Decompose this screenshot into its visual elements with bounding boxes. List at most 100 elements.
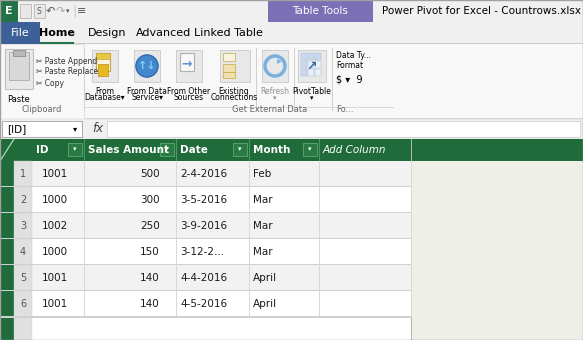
Bar: [176, 161, 177, 187]
Text: File: File: [10, 28, 29, 38]
Text: 2: 2: [20, 195, 26, 205]
Text: Mar: Mar: [253, 247, 273, 257]
Text: Home: Home: [39, 28, 75, 38]
Bar: [68, 143, 82, 156]
Text: 1001: 1001: [42, 273, 68, 283]
Bar: [14, 213, 32, 239]
Text: 3-12-2...: 3-12-2...: [180, 247, 224, 257]
Bar: [319, 213, 320, 239]
Text: 6: 6: [20, 299, 26, 309]
Bar: [176, 213, 177, 239]
Bar: [13, 50, 25, 56]
Bar: [249, 187, 250, 213]
Bar: [84, 213, 85, 239]
Text: Power Pivot for Excel - Countrows.xlsx: Power Pivot for Excel - Countrows.xlsx: [382, 6, 581, 16]
Bar: [176, 50, 202, 82]
Text: Mar: Mar: [253, 221, 273, 231]
Text: April: April: [253, 299, 277, 309]
Bar: [0, 22, 40, 44]
Text: ▾: ▾: [238, 146, 242, 152]
Text: 5: 5: [20, 273, 26, 283]
Bar: [411, 265, 412, 291]
Text: Fo...: Fo...: [336, 105, 353, 115]
Bar: [308, 53, 314, 60]
Text: ▾: ▾: [165, 146, 168, 152]
Bar: [0, 139, 14, 161]
Text: 150: 150: [141, 247, 160, 257]
Bar: [411, 139, 412, 340]
Bar: [0, 238, 411, 239]
Text: 2-4-2016: 2-4-2016: [180, 169, 227, 179]
Text: Get External Data: Get External Data: [233, 105, 308, 115]
Text: Feb: Feb: [253, 169, 271, 179]
Text: From: From: [96, 86, 114, 96]
Bar: [0, 186, 411, 187]
Text: Add Column: Add Column: [323, 145, 387, 155]
Text: Existing: Existing: [219, 86, 250, 96]
Text: 4-5-2016: 4-5-2016: [180, 299, 227, 309]
Bar: [223, 53, 235, 61]
Bar: [303, 143, 317, 156]
Bar: [0, 213, 14, 239]
Bar: [294, 48, 295, 111]
Text: Sources: Sources: [174, 94, 204, 102]
Text: ✂ Paste Append: ✂ Paste Append: [36, 56, 97, 66]
Bar: [301, 69, 307, 76]
Text: 1000: 1000: [42, 247, 68, 257]
Text: 300: 300: [141, 195, 160, 205]
Bar: [319, 161, 320, 187]
Bar: [84, 265, 85, 291]
Bar: [0, 264, 411, 265]
Bar: [134, 50, 160, 82]
Bar: [9, 52, 29, 80]
Bar: [0, 317, 411, 340]
Bar: [32, 265, 411, 291]
Text: 4-4-2016: 4-4-2016: [180, 273, 227, 283]
Bar: [34, 4, 45, 18]
Bar: [0, 22, 583, 44]
Bar: [0, 118, 583, 119]
Bar: [107, 121, 580, 137]
Bar: [0, 44, 84, 119]
Bar: [308, 69, 314, 76]
Bar: [84, 48, 85, 111]
Text: ↑↓: ↑↓: [138, 61, 156, 71]
Bar: [315, 53, 321, 60]
Bar: [256, 48, 257, 111]
Bar: [32, 239, 411, 265]
Text: 1001: 1001: [42, 169, 68, 179]
Bar: [84, 161, 85, 187]
Text: 500: 500: [141, 169, 160, 179]
Text: ✂ Copy: ✂ Copy: [36, 79, 64, 87]
Bar: [249, 213, 250, 239]
Bar: [319, 187, 320, 213]
Bar: [84, 239, 85, 265]
Text: Data Ty...: Data Ty...: [336, 51, 371, 61]
Bar: [14, 239, 32, 265]
Bar: [176, 265, 177, 291]
Bar: [249, 161, 250, 187]
Text: ✂ Paste Replace: ✂ Paste Replace: [36, 68, 98, 76]
Bar: [84, 291, 85, 317]
Text: ID: ID: [36, 145, 48, 155]
Text: S: S: [37, 6, 41, 16]
Bar: [96, 53, 110, 59]
Text: Clipboard: Clipboard: [22, 105, 62, 115]
Text: Advanced: Advanced: [136, 28, 192, 38]
Text: Linked Table: Linked Table: [194, 28, 262, 38]
Bar: [14, 187, 32, 213]
Text: Format: Format: [336, 62, 363, 70]
Text: ▸: ▸: [276, 55, 282, 65]
Bar: [32, 213, 411, 239]
Bar: [411, 213, 412, 239]
Text: Refresh: Refresh: [261, 86, 290, 96]
Bar: [411, 139, 583, 161]
Text: 1002: 1002: [42, 221, 68, 231]
Text: Sales Amount: Sales Amount: [88, 145, 169, 155]
Bar: [32, 161, 411, 187]
Bar: [0, 239, 14, 265]
Text: fx: fx: [92, 122, 103, 136]
Text: Connections: Connections: [210, 94, 258, 102]
Text: 1: 1: [20, 169, 26, 179]
Bar: [14, 265, 32, 291]
